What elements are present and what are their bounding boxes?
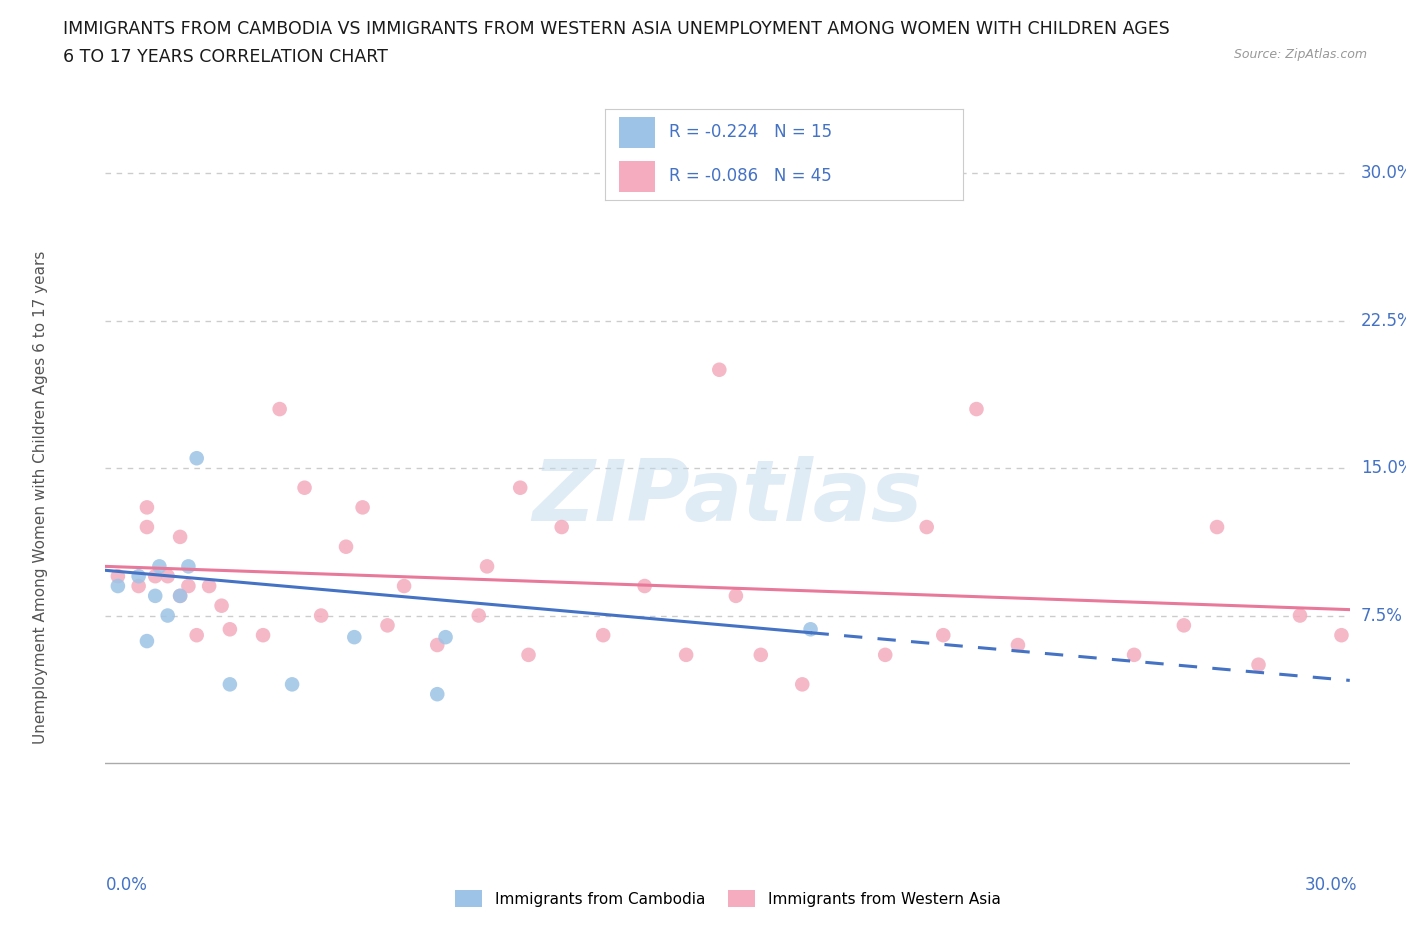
Point <box>1123 647 1146 662</box>
Point <box>211 598 233 613</box>
Point <box>915 520 938 535</box>
Point <box>517 647 540 662</box>
Point <box>965 402 987 417</box>
Text: 30.0%: 30.0% <box>1305 876 1357 895</box>
Text: Source: ZipAtlas.com: Source: ZipAtlas.com <box>1233 48 1367 61</box>
Point <box>143 569 166 584</box>
Point <box>1007 638 1029 653</box>
Point <box>875 647 897 662</box>
Text: 6 TO 17 YEARS CORRELATION CHART: 6 TO 17 YEARS CORRELATION CHART <box>63 48 388 66</box>
Point <box>392 578 415 593</box>
Point <box>1173 618 1195 632</box>
Text: R = -0.086   N = 45: R = -0.086 N = 45 <box>669 166 832 185</box>
Point <box>352 500 374 515</box>
Point <box>1247 658 1270 672</box>
Text: 15.0%: 15.0% <box>1361 459 1406 477</box>
Point <box>135 520 157 535</box>
Legend: Immigrants from Cambodia, Immigrants from Western Asia: Immigrants from Cambodia, Immigrants fro… <box>449 884 1007 913</box>
Point <box>551 520 574 535</box>
Point <box>377 618 399 632</box>
Point <box>724 589 747 604</box>
Point <box>135 633 157 648</box>
Point <box>932 628 955 643</box>
Text: Unemployment Among Women with Children Ages 6 to 17 years: Unemployment Among Women with Children A… <box>34 251 48 744</box>
Point <box>156 569 179 584</box>
Point <box>128 578 150 593</box>
Point <box>434 630 457 644</box>
Text: IMMIGRANTS FROM CAMBODIA VS IMMIGRANTS FROM WESTERN ASIA UNEMPLOYMENT AMONG WOME: IMMIGRANTS FROM CAMBODIA VS IMMIGRANTS F… <box>63 20 1170 38</box>
Point <box>218 677 242 692</box>
Text: 7.5%: 7.5% <box>1361 606 1403 625</box>
Point <box>128 569 150 584</box>
Point <box>335 539 357 554</box>
Text: 22.5%: 22.5% <box>1361 312 1406 329</box>
Point <box>749 647 772 662</box>
Point <box>186 451 208 466</box>
Point <box>107 578 129 593</box>
Point <box>107 569 129 584</box>
Point <box>169 529 191 544</box>
Point <box>281 677 304 692</box>
Point <box>475 559 498 574</box>
Point <box>792 677 814 692</box>
Point <box>177 559 200 574</box>
Bar <box>619 161 655 192</box>
Bar <box>619 117 655 148</box>
Point <box>426 686 449 701</box>
Point <box>426 638 449 653</box>
Point <box>143 589 166 604</box>
Point <box>252 628 274 643</box>
Point <box>148 559 170 574</box>
Point <box>592 628 614 643</box>
Point <box>198 578 221 593</box>
Text: R = -0.224   N = 15: R = -0.224 N = 15 <box>669 123 832 141</box>
Point <box>269 402 291 417</box>
Point <box>467 608 489 623</box>
Point <box>343 630 366 644</box>
Point <box>1289 608 1312 623</box>
Point <box>1206 520 1229 535</box>
Point <box>1330 628 1353 643</box>
Point <box>169 589 191 604</box>
Text: 30.0%: 30.0% <box>1361 164 1406 182</box>
Point <box>156 608 179 623</box>
Point <box>709 363 731 378</box>
Point <box>309 608 332 623</box>
Point <box>675 647 697 662</box>
Point <box>135 500 157 515</box>
Point <box>186 628 208 643</box>
Point <box>509 480 531 495</box>
Point <box>218 622 242 637</box>
Text: ZIPatlas: ZIPatlas <box>533 456 922 539</box>
Point <box>294 480 316 495</box>
Point <box>800 622 823 637</box>
Text: 0.0%: 0.0% <box>105 876 148 895</box>
Point <box>169 589 191 604</box>
Point <box>634 578 657 593</box>
Point <box>177 578 200 593</box>
